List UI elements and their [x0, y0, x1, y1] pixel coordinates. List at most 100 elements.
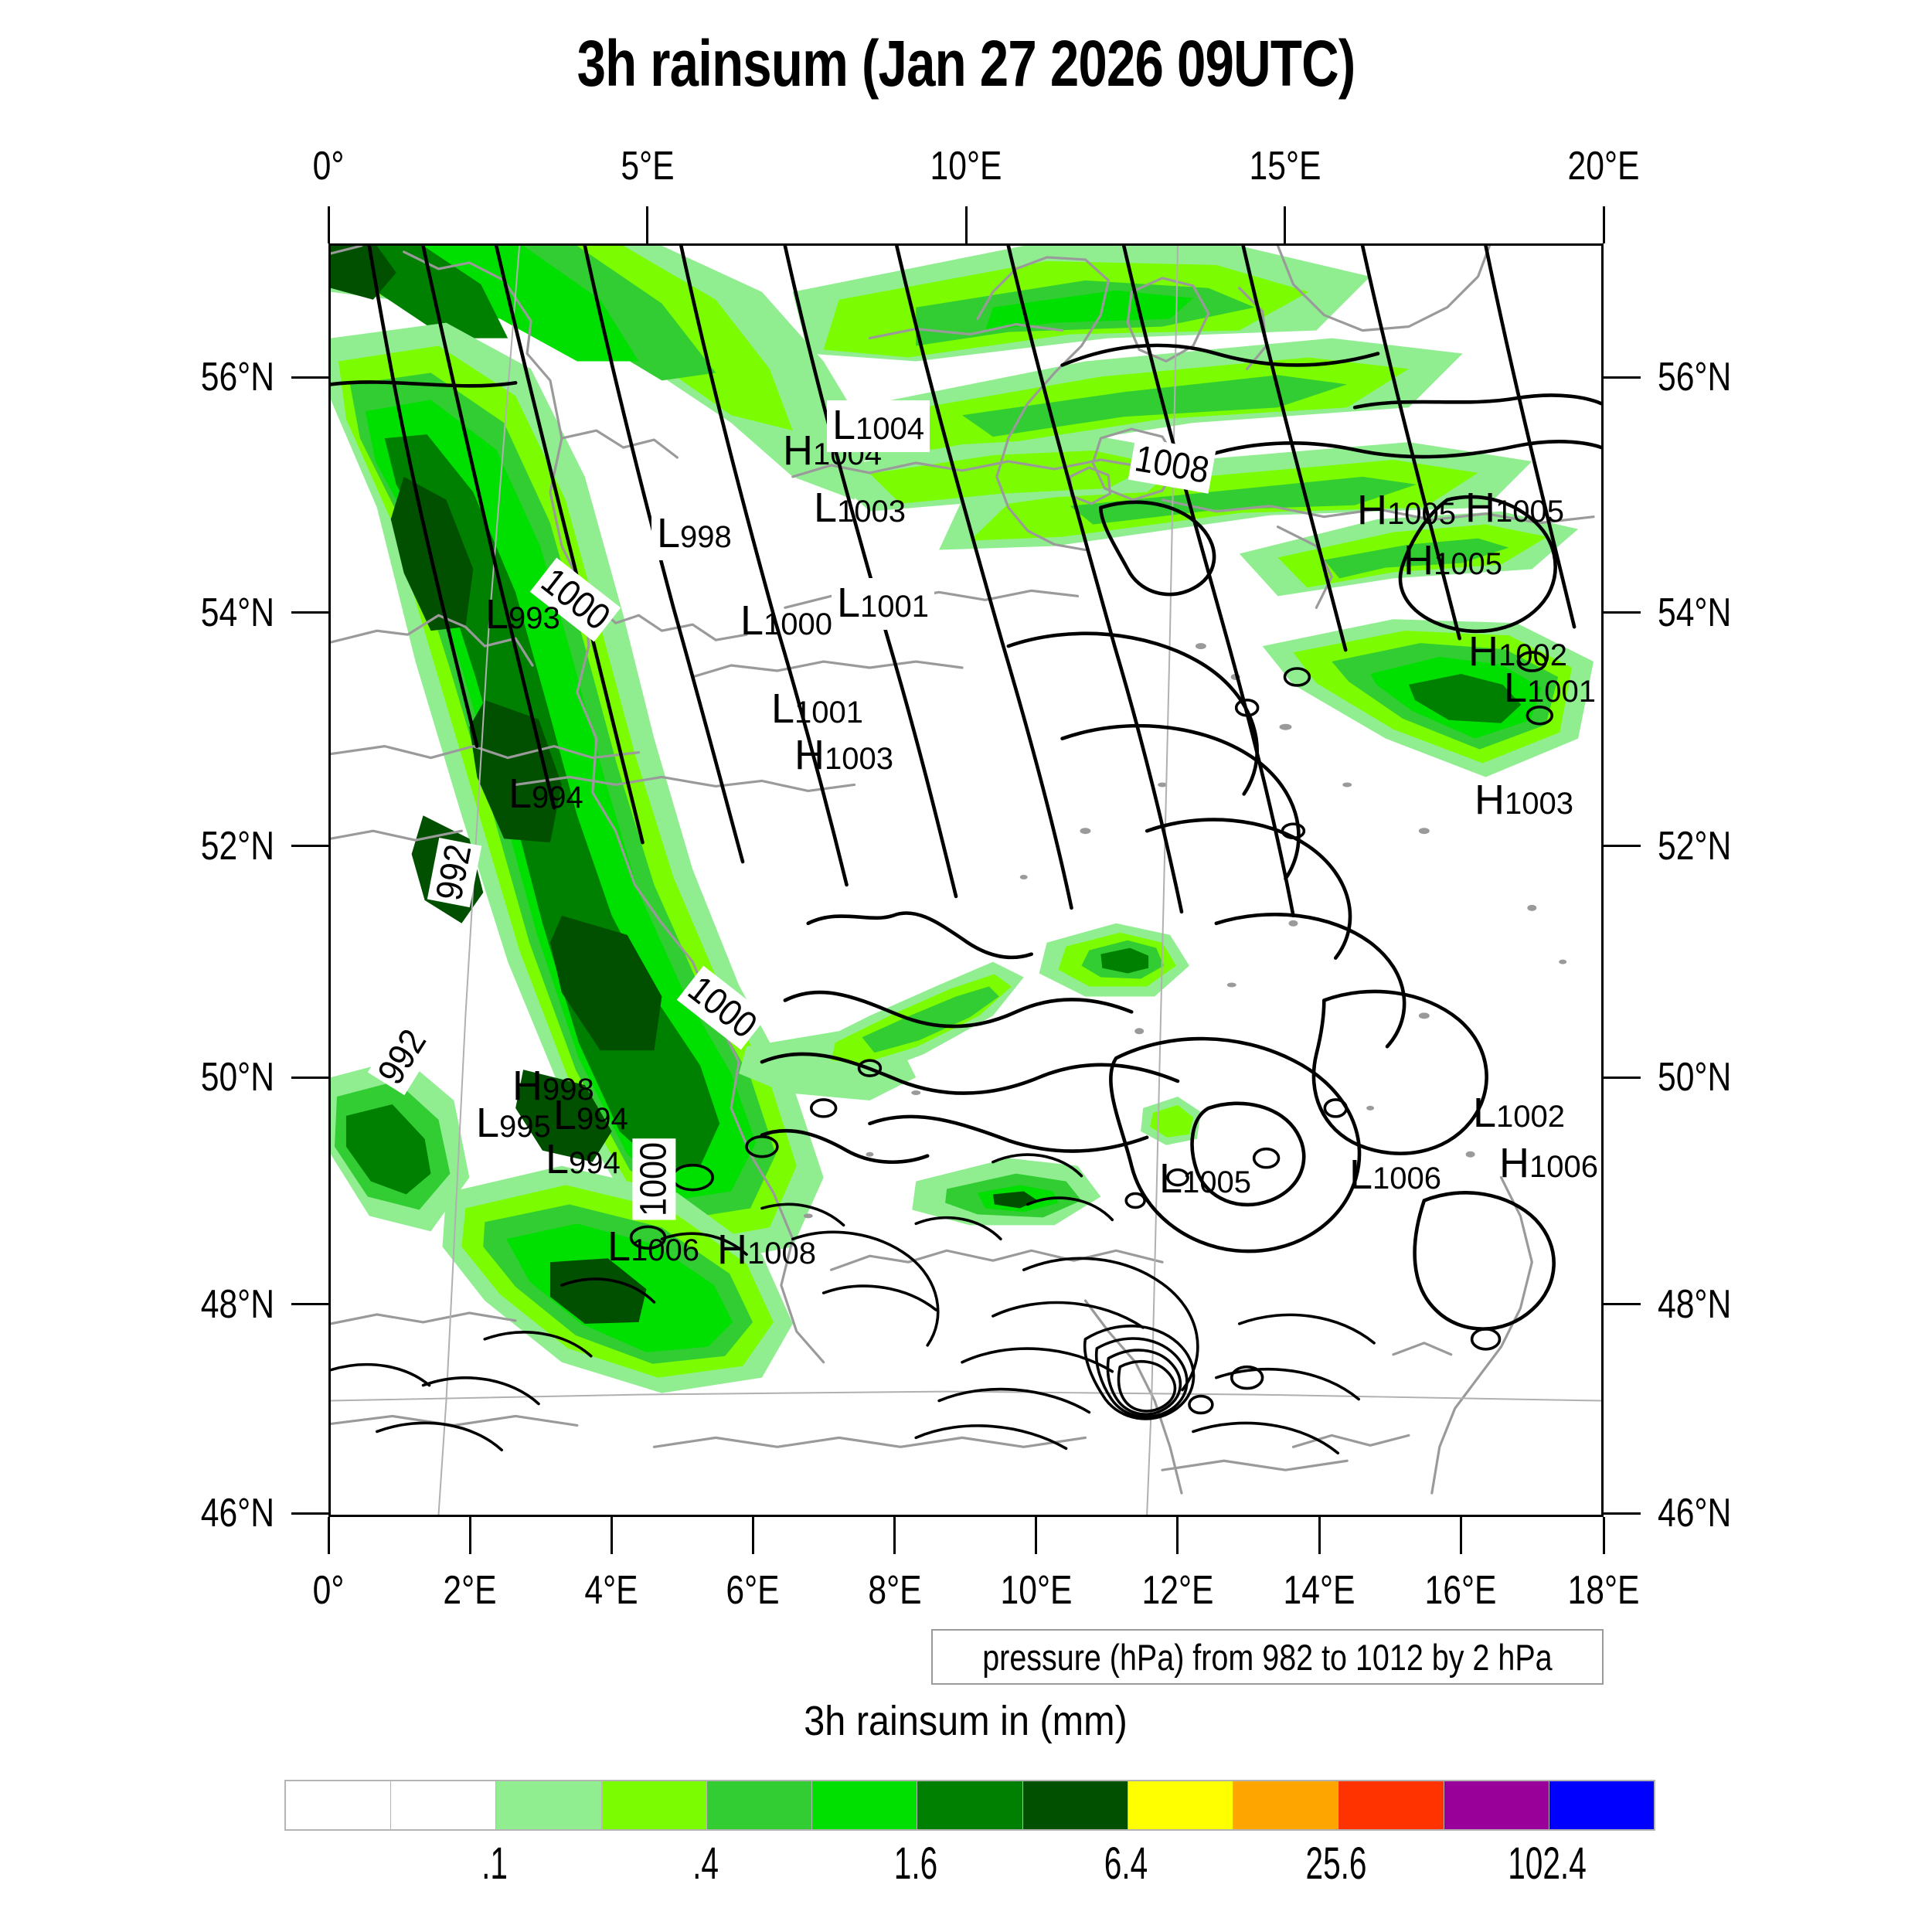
colorbar-cell-9[interactable] — [1233, 1781, 1339, 1829]
map-panel[interactable]: 1008 1000 992 992 1000 1000 L985 L993 L9… — [328, 243, 1604, 1517]
tick-mark — [468, 1517, 471, 1554]
pressure-center-H-1003-east: H1003 — [1475, 777, 1573, 823]
tick-mark — [893, 1517, 896, 1554]
colorbar-cell-10[interactable] — [1338, 1781, 1444, 1829]
axis-label-bottom-0: 0° — [312, 1568, 345, 1613]
colorbar-cell-5[interactable] — [812, 1781, 918, 1829]
colorbar-cell-3[interactable] — [601, 1781, 707, 1829]
axis-label-top-1: 5°E — [620, 144, 675, 189]
colorbar-cell-11[interactable] — [1444, 1781, 1549, 1829]
pressure-center-L-1001-a: L1001 — [832, 578, 935, 630]
pressure-center-L-994-a: L994 — [509, 770, 583, 817]
axis-label-right-0: 56°N — [1658, 355, 1732, 400]
pressure-center-L-1006-se: L1006 — [1349, 1151, 1442, 1198]
pressure-legend-box: pressure (hPa) from 982 to 1012 by 2 hPa — [931, 1629, 1604, 1685]
pressure-center-L-994-b: L994 — [553, 1092, 628, 1138]
pressure-center-L-1000-east: L1000 — [740, 597, 833, 644]
pressure-center-H-998: H998 — [512, 1063, 594, 1109]
axis-label-left-0: 56°N — [200, 355, 274, 400]
pressure-center-H-1004: H1004 — [783, 427, 882, 474]
pressure-center-L-1006-south: L1006 — [607, 1223, 700, 1270]
colorbar-tick-6p4: 6.4 — [1104, 1838, 1148, 1889]
axis-label-top-0: 0° — [312, 144, 345, 189]
colorbar-cell-0[interactable] — [286, 1781, 392, 1829]
colorbar-cell-8[interactable] — [1128, 1781, 1234, 1829]
colorbar-caption: 3h rainsum in (mm) — [804, 1698, 1128, 1744]
tick-mark — [1459, 1517, 1462, 1554]
tick-mark — [291, 1512, 328, 1515]
axis-label-bottom-8: 16°E — [1424, 1568, 1497, 1613]
axis-label-left-4: 48°N — [200, 1281, 274, 1327]
axis-label-bottom-2: 4°E — [584, 1568, 638, 1613]
colorbar-cell-1[interactable] — [391, 1781, 497, 1829]
map-canvas — [331, 246, 1601, 1515]
pressure-center-L-998: L998 — [651, 509, 737, 560]
tick-mark — [1604, 376, 1641, 379]
tick-mark — [291, 376, 328, 379]
tick-mark — [964, 206, 968, 243]
axis-label-bottom-1: 2°E — [443, 1568, 497, 1613]
tick-mark — [327, 206, 330, 243]
tick-mark — [291, 845, 328, 847]
colorbar-tick-1p6: 1.6 — [893, 1838, 938, 1889]
pressure-center-L-1005-se: L1005 — [1159, 1155, 1252, 1202]
axis-label-left-2: 52°N — [200, 823, 274, 869]
tick-mark — [327, 1517, 330, 1554]
axis-label-right-3: 50°N — [1658, 1055, 1732, 1100]
tick-mark — [1604, 1303, 1641, 1306]
axis-label-top-3: 15°E — [1249, 144, 1321, 189]
page-title: 3h rainsum (Jan 27 2026 09UTC) — [577, 27, 1356, 100]
tick-mark — [291, 1076, 328, 1079]
tick-mark — [1602, 206, 1605, 243]
axis-label-bottom-7: 14°E — [1283, 1568, 1355, 1613]
pressure-center-H-1008-south: H1008 — [717, 1226, 816, 1273]
axis-label-right-1: 54°N — [1658, 590, 1732, 635]
axis-label-bottom-9: 18°E — [1567, 1568, 1640, 1613]
axis-label-top-4: 20°E — [1567, 144, 1640, 189]
axis-label-bottom-4: 8°E — [867, 1568, 922, 1613]
axis-label-bottom-6: 12°E — [1141, 1568, 1214, 1613]
colorbar[interactable] — [284, 1780, 1655, 1831]
pressure-center-H-1006-se: H1006 — [1499, 1140, 1598, 1186]
tick-mark — [610, 1517, 613, 1554]
tick-mark — [751, 1517, 754, 1554]
colorbar-tick-25p6: 25.6 — [1305, 1838, 1367, 1889]
axis-label-right-2: 52°N — [1658, 823, 1732, 869]
colorbar-cell-7[interactable] — [1022, 1781, 1128, 1829]
axis-label-top-2: 10°E — [930, 144, 1002, 189]
pressure-center-L-1004: L1004 — [827, 400, 930, 452]
axis-label-bottom-5: 10°E — [1000, 1568, 1073, 1613]
colorbar-tick-102p4: 102.4 — [1508, 1838, 1587, 1889]
colorbar-tick-p4: .4 — [692, 1838, 719, 1889]
pressure-center-L-1003: L1003 — [814, 485, 906, 531]
colorbar-cell-12[interactable] — [1549, 1781, 1655, 1829]
colorbar-labels: .1 .4 1.6 6.4 25.6 102.4 — [284, 1838, 1654, 1900]
axis-label-right-4: 48°N — [1658, 1281, 1732, 1327]
tick-mark — [1604, 845, 1641, 847]
tick-mark — [1176, 1517, 1179, 1554]
colorbar-cell-2[interactable] — [496, 1781, 602, 1829]
tick-mark — [291, 1303, 328, 1306]
pressure-center-H-1005-b: H1005 — [1465, 485, 1564, 531]
pressure-center-L-1001-b: L1001 — [771, 685, 864, 732]
pressure-center-H-1002: H1002 — [1468, 628, 1567, 675]
colorbar-cell-6[interactable] — [917, 1781, 1023, 1829]
tick-mark — [291, 611, 328, 614]
colorbar-tick-p1: .1 — [481, 1838, 509, 1889]
tick-mark — [1602, 1517, 1605, 1554]
axis-label-bottom-3: 6°E — [726, 1568, 781, 1613]
tick-mark — [1604, 611, 1641, 614]
pressure-center-L-1001-east: L1001 — [1504, 665, 1597, 711]
pressure-center-H-1005-a: H1005 — [1357, 487, 1456, 533]
tick-mark — [1318, 1517, 1321, 1554]
pressure-center-H-1005-c: H1005 — [1403, 537, 1502, 583]
pressure-center-H-1003-mid: H1003 — [794, 732, 893, 778]
tick-mark — [646, 206, 648, 243]
axis-label-left-1: 54°N — [200, 590, 274, 635]
pressure-center-L-994-c: L994 — [546, 1136, 621, 1182]
pressure-center-L-993: L993 — [485, 591, 560, 638]
contour-label-1000-vert: 1000 — [632, 1138, 676, 1220]
axis-label-left-5: 46°N — [200, 1491, 274, 1536]
pressure-legend-text: pressure (hPa) from 982 to 1012 by 2 hPa — [982, 1636, 1553, 1678]
colorbar-cell-4[interactable] — [706, 1781, 813, 1829]
